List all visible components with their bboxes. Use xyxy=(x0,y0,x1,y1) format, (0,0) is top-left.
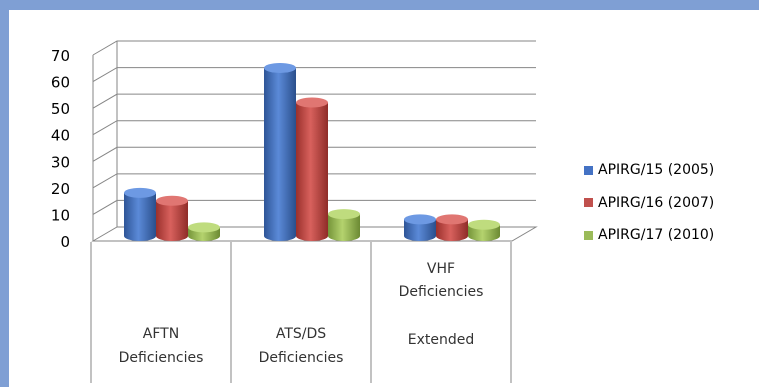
bar xyxy=(468,219,500,241)
bar-body xyxy=(296,102,328,241)
floor xyxy=(91,226,538,242)
bar xyxy=(156,195,188,241)
category-label: ATS/DS xyxy=(276,326,326,342)
y-tick-label: 0 xyxy=(60,233,70,251)
bar-top xyxy=(188,222,220,233)
y-tick-label: 30 xyxy=(51,153,70,171)
grid-lines xyxy=(91,40,538,242)
bar-top xyxy=(404,214,436,225)
legend-swatch xyxy=(584,230,593,240)
legend-item: APIRG/15 (2005) xyxy=(584,160,714,180)
legend-item: APIRG/16 (2007) xyxy=(584,193,714,213)
grid-line xyxy=(92,146,536,162)
legend-item: APIRG/17 (2010) xyxy=(584,225,714,245)
grid-line xyxy=(92,40,536,56)
legend-label: APIRG/15 (2005) xyxy=(598,162,715,178)
y-tick-label: 70 xyxy=(51,47,70,65)
y-tick-label: 50 xyxy=(51,100,70,118)
bars xyxy=(124,62,500,241)
legend-swatch xyxy=(584,198,593,207)
bar xyxy=(404,214,436,241)
bar xyxy=(296,97,328,241)
grid-line xyxy=(92,93,536,109)
y-tick-label: 20 xyxy=(51,180,70,198)
bar-top xyxy=(264,62,296,73)
legend-swatch xyxy=(584,165,593,175)
category-label: Extended xyxy=(408,332,475,348)
category-labels: AFTN Deficiencies ATS/DS Deficiencies VHF Def… xyxy=(90,242,512,383)
bar-body xyxy=(264,67,296,241)
y-axis: 0 10 20 30 40 50 60 70 xyxy=(51,47,94,251)
grid-line xyxy=(92,199,536,215)
category-label: Deficiencies xyxy=(119,350,204,366)
y-tick-label: 10 xyxy=(51,206,70,224)
bar-body xyxy=(124,192,156,241)
category-label: AFTN xyxy=(143,326,179,342)
bar xyxy=(188,222,220,241)
bar xyxy=(264,62,296,241)
grid-line xyxy=(92,67,536,83)
bar-top xyxy=(328,209,360,220)
category-label: Deficiencies xyxy=(259,350,344,366)
bar xyxy=(124,187,156,241)
bar-top xyxy=(468,219,500,230)
grid-line xyxy=(92,173,536,189)
bar-body xyxy=(156,200,188,241)
legend-label: APIRG/16 (2007) xyxy=(598,194,715,211)
y-tick-label: 60 xyxy=(51,74,70,92)
bar-top xyxy=(296,97,328,108)
y-tick-label: 40 xyxy=(51,127,70,145)
category-label: Deficiencies xyxy=(399,284,484,300)
bar-body xyxy=(436,219,468,241)
bar-body xyxy=(404,219,436,241)
grid-line xyxy=(92,120,536,136)
bar-top xyxy=(124,187,156,198)
legend: APIRG/15 (2005) APIRG/16 (2007) APIRG/17… xyxy=(584,160,714,258)
bar-top xyxy=(156,195,188,206)
legend-label: APIRG/17 (2010) xyxy=(598,227,715,243)
bar xyxy=(436,214,468,241)
bar-top xyxy=(436,214,468,225)
bar-body xyxy=(328,214,360,241)
category-label: VHF xyxy=(427,261,455,277)
bar xyxy=(328,209,360,241)
